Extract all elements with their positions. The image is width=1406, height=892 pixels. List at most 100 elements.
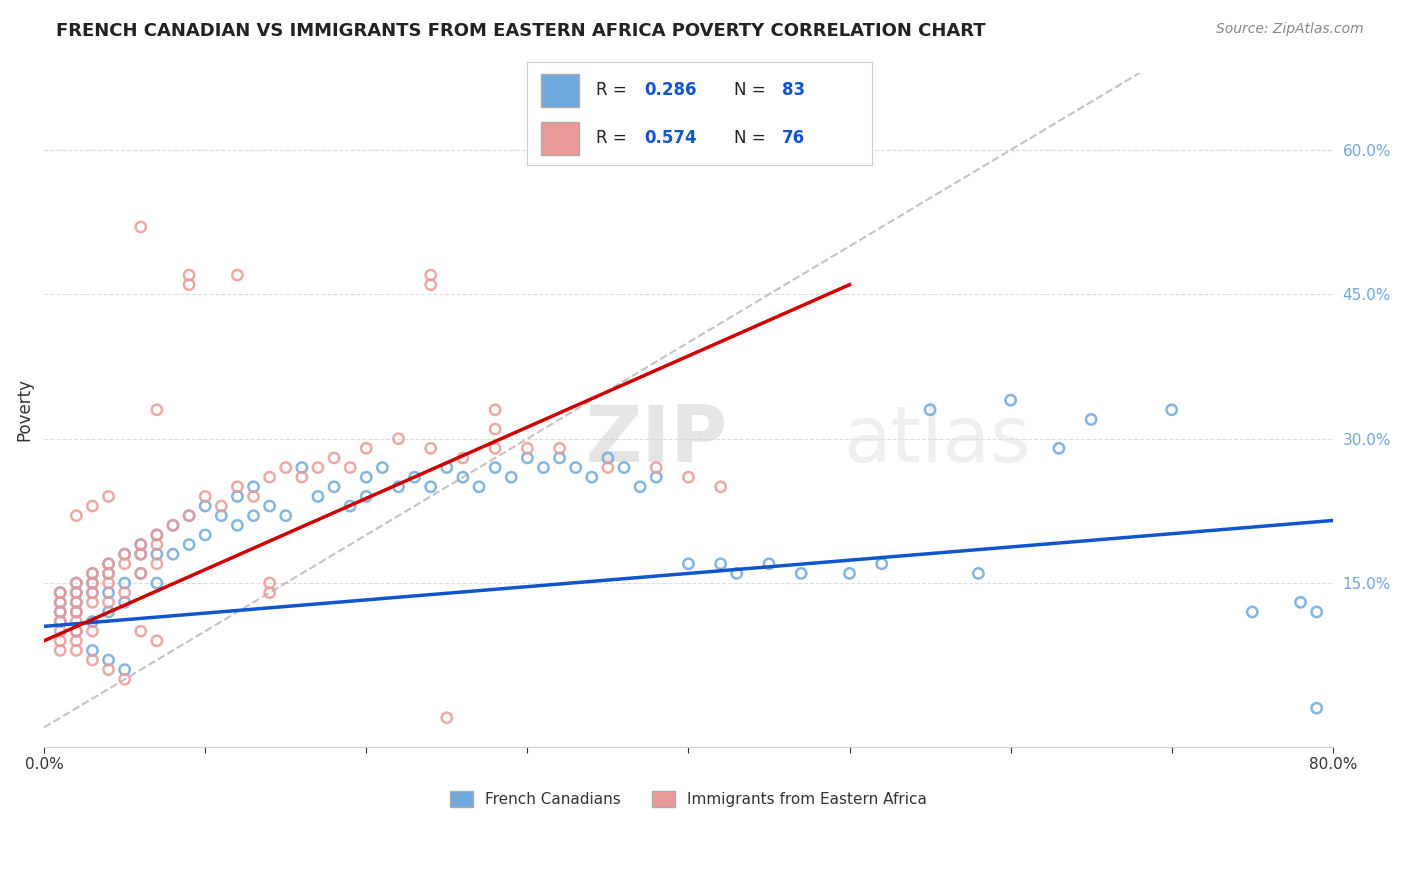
Point (114, 547, 136, 561)
Point (838, 566, 860, 581)
Point (387, 432, 409, 446)
Point (967, 566, 990, 581)
Point (436, 460, 458, 475)
Point (82, 585, 104, 599)
Text: 76: 76 (782, 129, 806, 147)
Point (419, 442, 441, 456)
Point (146, 528, 169, 542)
Point (226, 268, 249, 282)
Text: R =: R = (596, 81, 633, 99)
Point (162, 518, 184, 533)
Point (114, 595, 136, 609)
Point (146, 402, 169, 417)
Point (291, 460, 314, 475)
Point (242, 490, 264, 504)
Point (82, 595, 104, 609)
Point (162, 547, 184, 561)
Point (259, 585, 281, 599)
Point (307, 490, 329, 504)
Point (596, 450, 619, 465)
Point (226, 480, 249, 494)
Point (97, 653, 120, 667)
Point (177, 268, 200, 282)
Point (710, 557, 733, 571)
Point (65, 643, 87, 657)
Point (97, 557, 120, 571)
Point (146, 576, 169, 591)
Point (82, 615, 104, 629)
Point (49, 615, 72, 629)
Point (613, 460, 636, 475)
Point (114, 547, 136, 561)
Point (725, 566, 748, 581)
Point (65, 585, 87, 599)
Point (49, 605, 72, 619)
Point (49, 643, 72, 657)
Point (259, 576, 281, 591)
Point (82, 499, 104, 513)
Point (323, 480, 346, 494)
Point (226, 490, 249, 504)
Point (516, 450, 538, 465)
Point (97, 663, 120, 677)
Point (65, 605, 87, 619)
Point (451, 470, 474, 484)
Point (82, 576, 104, 591)
Point (484, 422, 506, 436)
Point (65, 595, 87, 609)
Text: Source: ZipAtlas.com: Source: ZipAtlas.com (1216, 22, 1364, 37)
Point (1305, 701, 1327, 715)
Point (146, 537, 169, 551)
Point (97, 605, 120, 619)
Point (65, 615, 87, 629)
Point (339, 499, 361, 513)
Point (146, 633, 169, 648)
Point (596, 460, 619, 475)
Point (356, 470, 378, 484)
Point (645, 460, 668, 475)
Point (82, 643, 104, 657)
Point (387, 480, 409, 494)
Point (146, 528, 169, 542)
Point (323, 450, 346, 465)
Point (49, 585, 72, 599)
Point (451, 450, 474, 465)
Point (194, 499, 217, 513)
Point (97, 595, 120, 609)
Point (209, 508, 232, 523)
Point (1305, 605, 1327, 619)
Point (564, 460, 586, 475)
Text: 83: 83 (782, 81, 806, 99)
Point (291, 470, 314, 484)
Point (371, 460, 394, 475)
Point (419, 277, 441, 292)
Point (404, 470, 426, 484)
Point (97, 566, 120, 581)
Point (501, 470, 523, 484)
Point (790, 566, 813, 581)
Text: N =: N = (734, 129, 770, 147)
Point (82, 653, 104, 667)
Text: ZIP: ZIP (585, 402, 727, 478)
Text: 0.574: 0.574 (644, 129, 697, 147)
Point (82, 566, 104, 581)
Point (114, 585, 136, 599)
Point (920, 402, 942, 417)
Point (710, 480, 733, 494)
Point (65, 624, 87, 639)
Point (259, 499, 281, 513)
Point (65, 585, 87, 599)
Text: N =: N = (734, 81, 770, 99)
Point (419, 268, 441, 282)
Point (177, 277, 200, 292)
Point (1241, 605, 1264, 619)
Point (209, 499, 232, 513)
Point (533, 460, 555, 475)
Point (356, 490, 378, 504)
Point (49, 595, 72, 609)
Point (129, 547, 152, 561)
Point (581, 470, 603, 484)
Point (516, 442, 538, 456)
Point (65, 605, 87, 619)
Point (339, 460, 361, 475)
